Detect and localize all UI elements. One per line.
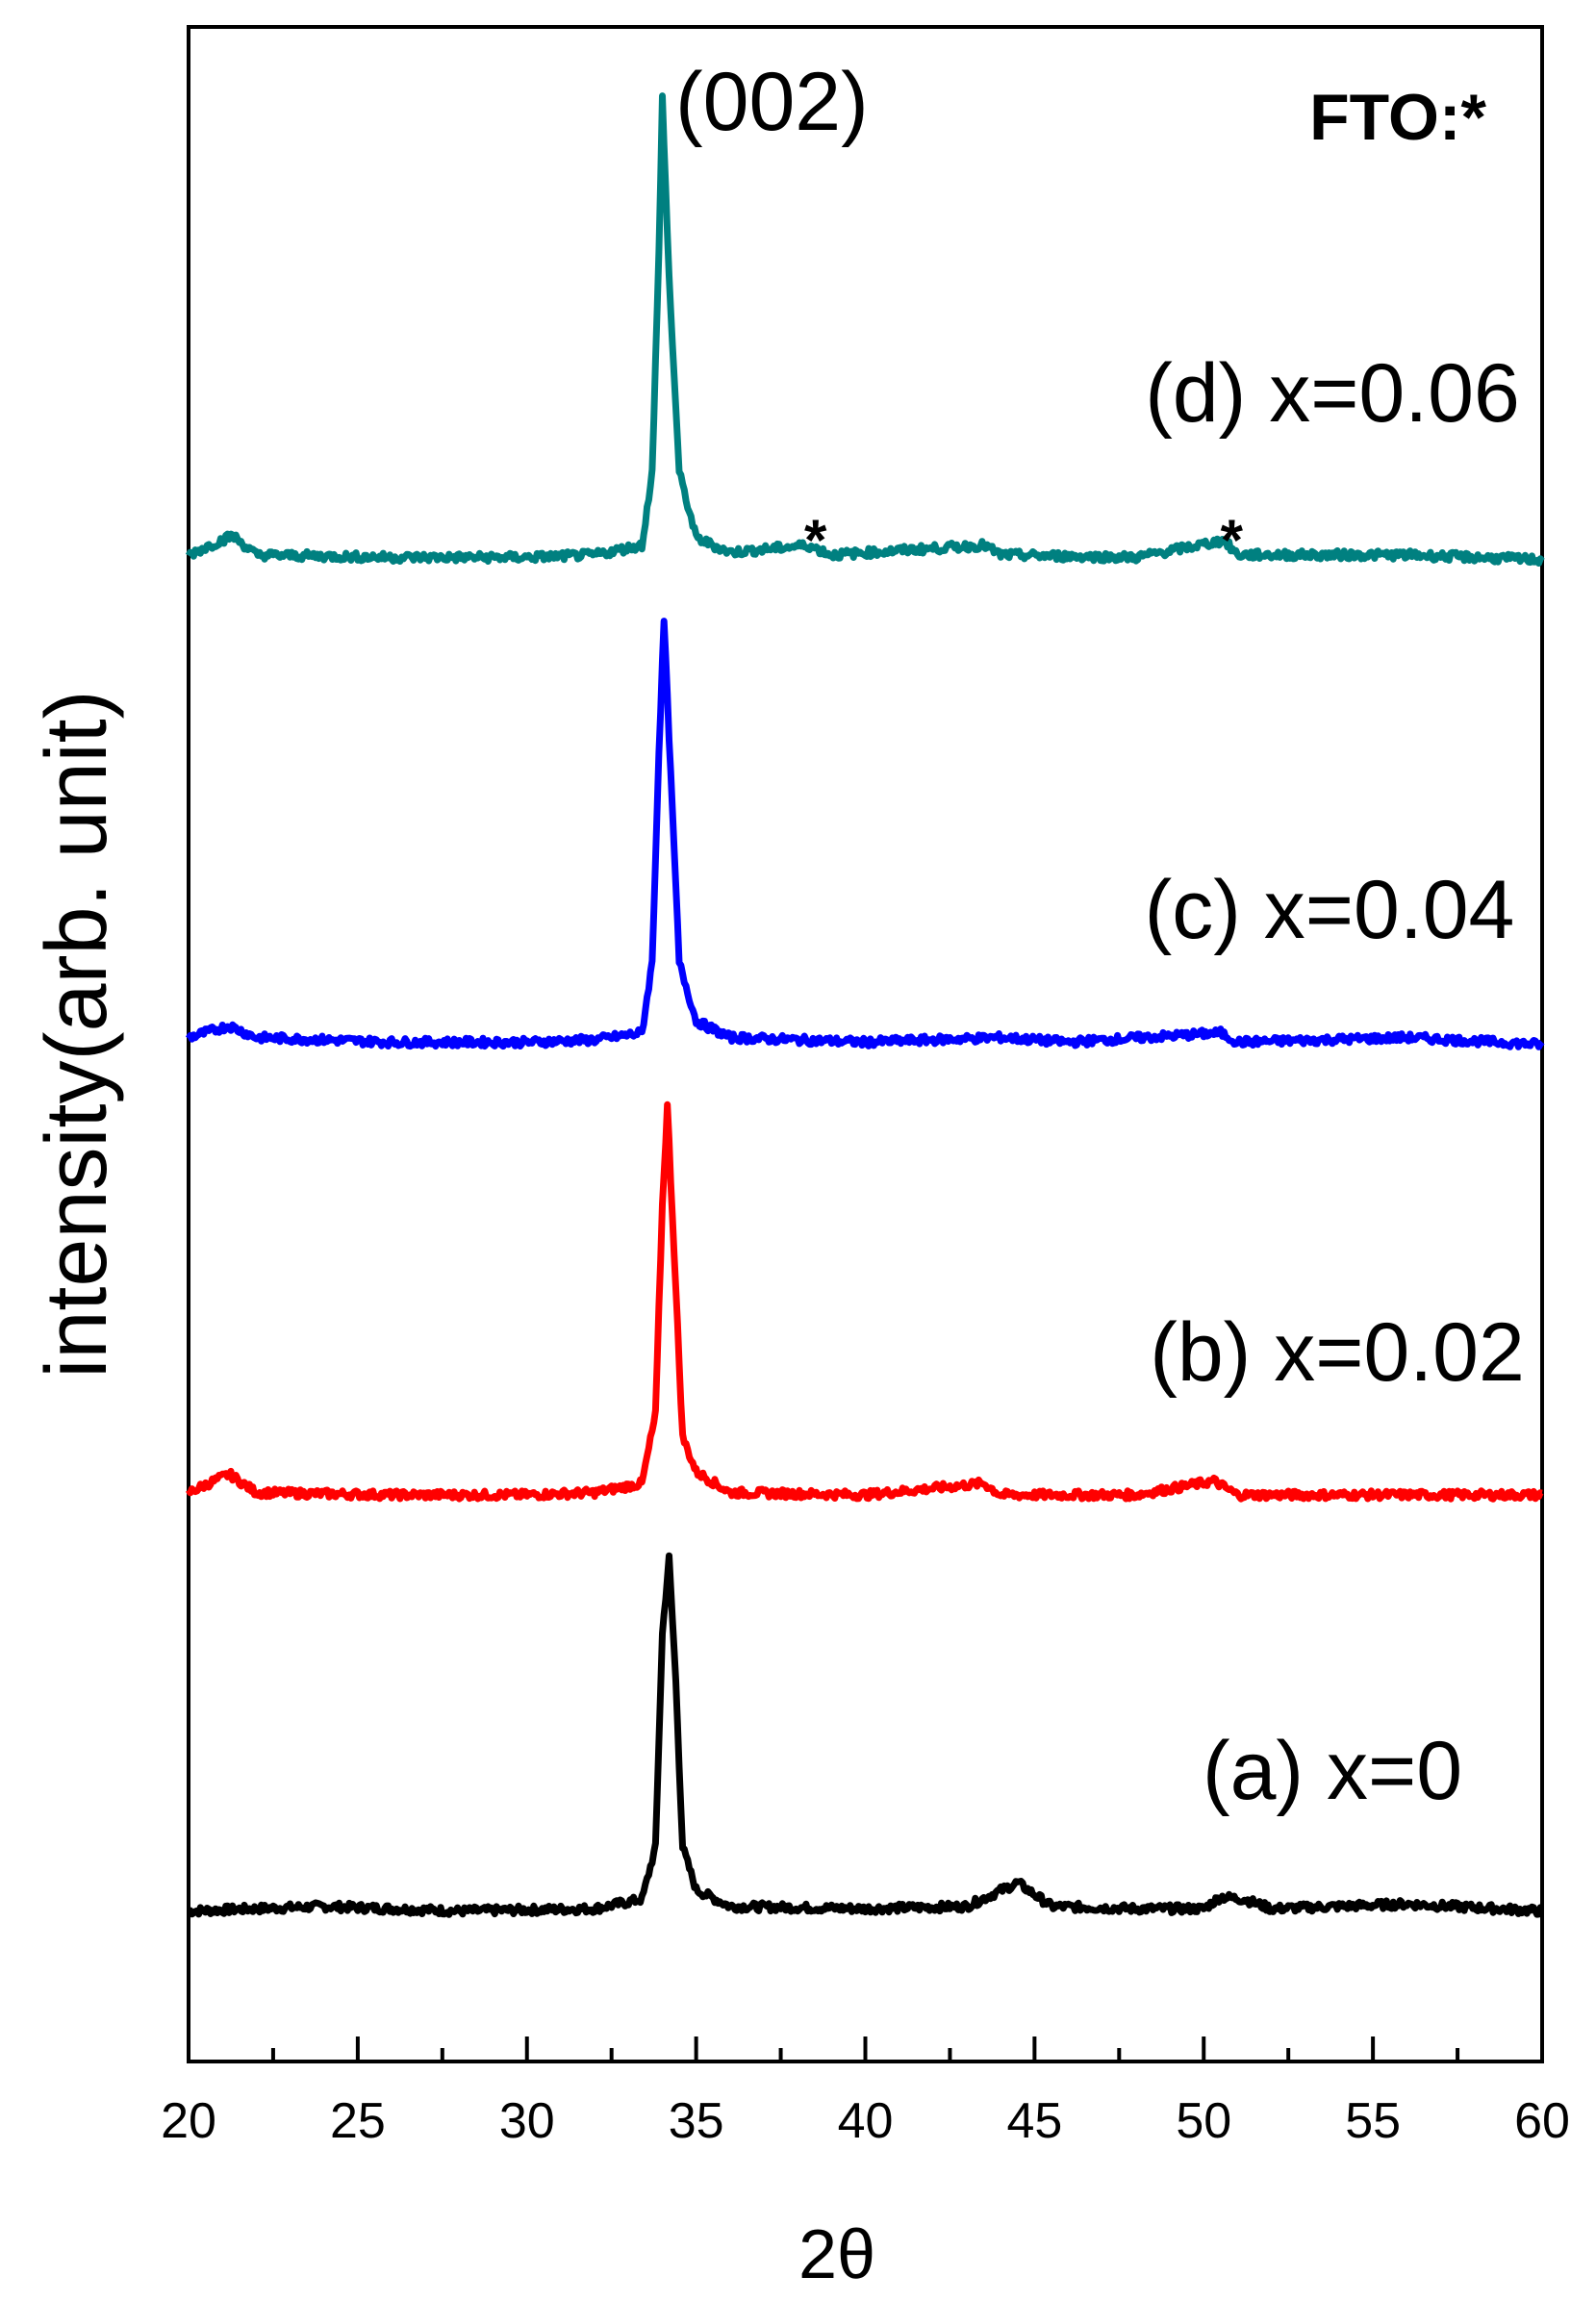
series-label-2: (b) x=0.02 — [1150, 1306, 1525, 1399]
series-label-4: (d) x=0.06 — [1145, 347, 1520, 440]
x-tick-label: 20 — [161, 2093, 216, 2149]
x-tick-label: 45 — [1006, 2093, 1062, 2149]
fto-legend-note: FTO:* — [1309, 81, 1486, 154]
series-line-1 — [187, 1552, 1544, 1918]
fto-star-marker: * — [804, 508, 827, 572]
x-tick-label: 40 — [838, 2093, 894, 2149]
x-tick-label: 30 — [499, 2093, 555, 2149]
x-tick-label: 25 — [330, 2093, 386, 2149]
x-axis-tick-labels: 20 25 30 35 40 45 50 55 60 — [161, 2093, 1570, 2149]
x-axis-ticks — [187, 2036, 1544, 2062]
x-tick-label: 35 — [669, 2093, 724, 2149]
series-label-3: (c) x=0.04 — [1145, 864, 1515, 956]
series-group: (a) x=0 (b) x=0.02 (c) x=0.04 (d) x=0.06 — [185, 92, 1545, 1918]
x-axis-title: 2θ — [798, 2216, 875, 2293]
series-line-4 — [185, 92, 1545, 567]
peak-label-002: (002) — [675, 56, 869, 148]
annotations: * * — [804, 508, 1244, 572]
series-line-2 — [185, 1100, 1544, 1503]
fto-star-marker: * — [1221, 508, 1244, 572]
series-label-1: (a) x=0 — [1203, 1725, 1462, 1817]
series-line-3 — [185, 618, 1545, 1050]
x-tick-label: 60 — [1514, 2093, 1570, 2149]
x-tick-label: 50 — [1176, 2093, 1231, 2149]
y-axis-title: intensity(arb. unit) — [29, 690, 125, 1378]
x-tick-label: 55 — [1345, 2093, 1401, 2149]
